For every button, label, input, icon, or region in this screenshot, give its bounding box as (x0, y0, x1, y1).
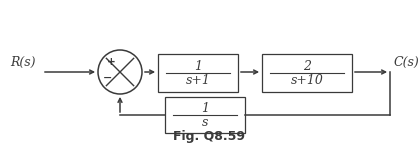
Text: C(s): C(s) (394, 56, 419, 69)
Text: s+1: s+1 (186, 74, 210, 87)
Text: s: s (202, 116, 208, 130)
Text: −: − (103, 73, 113, 83)
Text: s+10: s+10 (290, 74, 323, 87)
Text: 1: 1 (194, 59, 202, 73)
Bar (262, 54, 352, 92)
Text: R(s): R(s) (10, 56, 36, 69)
Text: Fig. Q8.59: Fig. Q8.59 (173, 130, 245, 143)
Text: 1: 1 (201, 102, 209, 115)
Text: 2: 2 (303, 59, 311, 73)
Bar (158, 54, 238, 92)
Text: +: + (106, 57, 115, 67)
Bar (165, 97, 245, 133)
